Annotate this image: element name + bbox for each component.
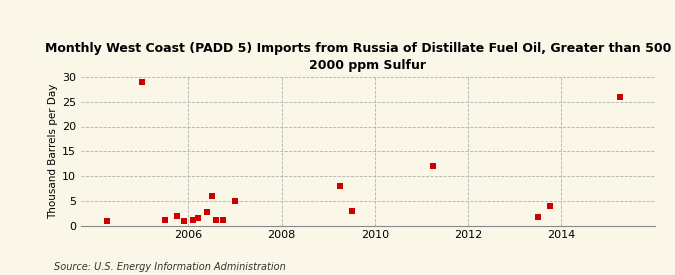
Point <box>159 217 170 222</box>
Point <box>545 204 556 208</box>
Point <box>206 194 217 198</box>
Point <box>202 210 213 214</box>
Point <box>192 216 203 220</box>
Point <box>171 213 182 218</box>
Point <box>218 218 229 222</box>
Point <box>188 218 198 222</box>
Point <box>428 164 439 168</box>
Point <box>211 217 221 222</box>
Text: Source: U.S. Energy Information Administration: Source: U.S. Energy Information Administ… <box>54 262 286 272</box>
Y-axis label: Thousand Barrels per Day: Thousand Barrels per Day <box>48 84 58 219</box>
Point <box>335 184 346 188</box>
Point <box>101 218 112 223</box>
Point <box>346 208 357 213</box>
Point <box>230 199 240 203</box>
Point <box>136 80 147 84</box>
Title: Monthly West Coast (PADD 5) Imports from Russia of Distillate Fuel Oil, Greater : Monthly West Coast (PADD 5) Imports from… <box>45 42 675 72</box>
Point <box>178 218 189 223</box>
Point <box>533 214 543 219</box>
Point <box>614 95 625 99</box>
